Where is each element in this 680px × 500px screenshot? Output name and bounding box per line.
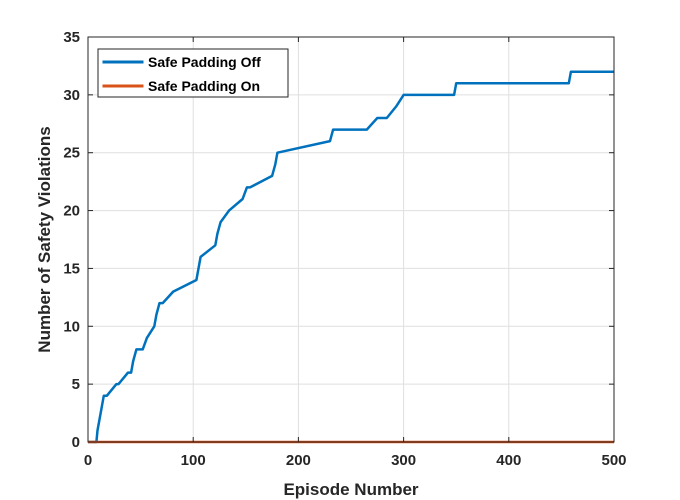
legend: Safe Padding Off Safe Padding On <box>97 48 289 98</box>
plot-background <box>88 37 614 442</box>
x-tick-label: 100 <box>181 452 206 469</box>
x-axis-title: Episode Number <box>283 480 418 499</box>
y-tick-label: 10 <box>63 318 80 335</box>
x-tick-label: 200 <box>286 452 311 469</box>
y-tick-label: 20 <box>63 203 80 220</box>
x-tick-label: 400 <box>496 452 521 469</box>
series-line-padding-off <box>88 70 614 444</box>
plot-frame <box>87 36 615 443</box>
y-tick-label: 35 <box>63 29 80 46</box>
y-axis-title: Number of Safety Violations <box>35 126 54 352</box>
x-tick-label: 300 <box>391 452 416 469</box>
ticks <box>87 36 615 443</box>
x-tick-label: 0 <box>84 452 92 469</box>
legend-label-padding-on: Safe Padding On <box>148 78 260 94</box>
grid <box>88 37 614 442</box>
x-tick-label: 500 <box>601 452 626 469</box>
y-tick-label: 15 <box>63 260 80 277</box>
legend-label-padding-off: Safe Padding Off <box>148 54 261 70</box>
y-tick-label: 30 <box>63 87 80 104</box>
y-tick-label: 0 <box>72 434 80 451</box>
y-tick-label: 5 <box>72 376 80 393</box>
legend-box <box>97 48 289 98</box>
tick-labels: 0 100 200 300 400 500 0 5 10 15 20 25 30 35 <box>63 29 626 469</box>
y-tick-label: 25 <box>63 145 80 162</box>
